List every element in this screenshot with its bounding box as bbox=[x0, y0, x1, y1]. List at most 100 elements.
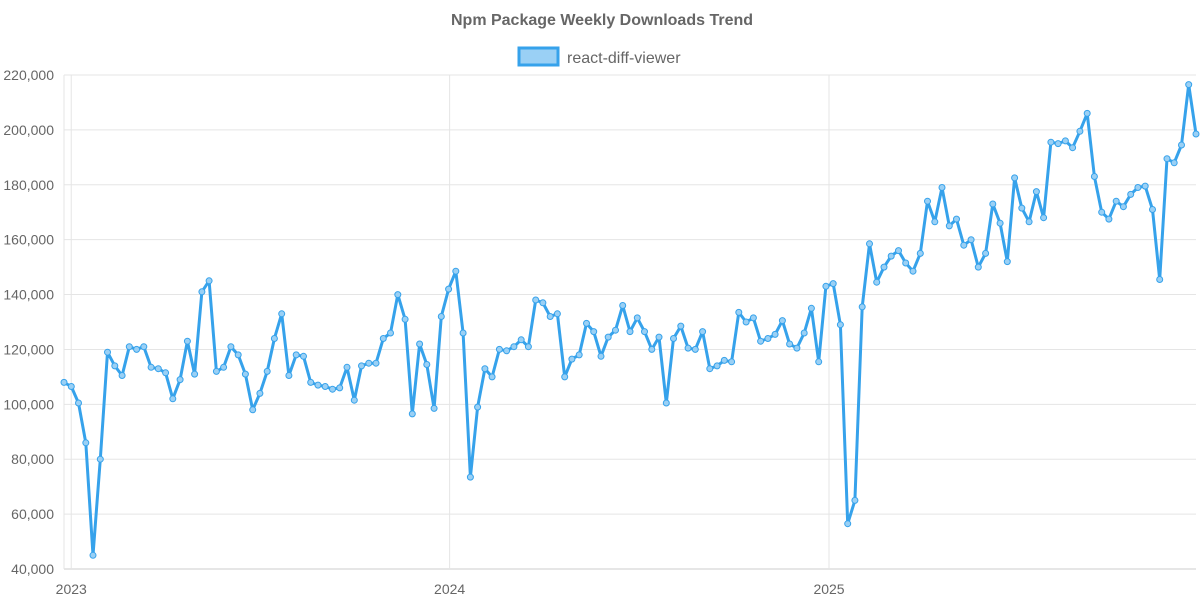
data-point[interactable] bbox=[532, 296, 540, 304]
data-point[interactable] bbox=[626, 328, 634, 336]
data-point[interactable] bbox=[481, 365, 489, 373]
data-point[interactable] bbox=[488, 373, 496, 381]
data-point[interactable] bbox=[778, 317, 786, 325]
data-point[interactable] bbox=[445, 285, 453, 293]
data-point[interactable] bbox=[539, 299, 547, 307]
data-point[interactable] bbox=[154, 365, 162, 373]
data-point[interactable] bbox=[880, 263, 888, 271]
data-point[interactable] bbox=[474, 403, 482, 411]
data-point[interactable] bbox=[104, 348, 111, 356]
data-point[interactable] bbox=[677, 322, 685, 330]
data-point[interactable] bbox=[118, 372, 126, 379]
data-point[interactable] bbox=[1149, 206, 1156, 213]
data-point[interactable] bbox=[662, 399, 670, 407]
data-point[interactable] bbox=[82, 439, 90, 447]
data-point[interactable] bbox=[75, 399, 82, 407]
data-point[interactable] bbox=[648, 345, 656, 353]
data-point[interactable] bbox=[169, 395, 177, 403]
data-point[interactable] bbox=[1112, 197, 1120, 205]
data-point[interactable] bbox=[909, 267, 917, 275]
data-point[interactable] bbox=[575, 351, 583, 359]
data-point[interactable] bbox=[292, 351, 300, 359]
data-point[interactable] bbox=[749, 314, 757, 322]
data-point[interactable] bbox=[713, 362, 721, 370]
data-point[interactable] bbox=[1040, 214, 1048, 222]
data-point[interactable] bbox=[270, 335, 278, 342]
data-point[interactable] bbox=[249, 406, 257, 414]
data-point[interactable] bbox=[728, 358, 736, 366]
data-point[interactable] bbox=[764, 335, 772, 342]
data-point[interactable] bbox=[1054, 140, 1062, 148]
data-point[interactable] bbox=[67, 383, 75, 390]
data-point[interactable] bbox=[1185, 81, 1193, 89]
data-point[interactable] bbox=[597, 352, 605, 360]
legend-swatch[interactable] bbox=[517, 46, 560, 67]
data-point[interactable] bbox=[1025, 218, 1033, 226]
data-point[interactable] bbox=[387, 329, 394, 337]
data-point[interactable] bbox=[321, 383, 329, 390]
data-point[interactable] bbox=[938, 184, 946, 191]
data-point[interactable] bbox=[430, 404, 438, 412]
data-point[interactable] bbox=[459, 329, 467, 337]
data-point[interactable] bbox=[1047, 138, 1055, 146]
data-point[interactable] bbox=[524, 343, 532, 351]
data-point[interactable] bbox=[1141, 182, 1149, 190]
data-point[interactable] bbox=[437, 313, 445, 320]
data-point[interactable] bbox=[517, 336, 525, 344]
data-point[interactable] bbox=[365, 359, 373, 367]
data-point[interactable] bbox=[989, 200, 997, 208]
data-point[interactable] bbox=[583, 319, 590, 327]
legend-label[interactable]: react-diff-viewer bbox=[567, 50, 681, 67]
data-point[interactable] bbox=[1178, 141, 1185, 149]
data-point[interactable] bbox=[706, 365, 714, 373]
data-point[interactable] bbox=[205, 277, 213, 285]
legend[interactable]: react-diff-viewer bbox=[517, 46, 681, 67]
data-point[interactable] bbox=[742, 318, 750, 326]
data-point[interactable] bbox=[967, 236, 975, 244]
data-point[interactable] bbox=[60, 378, 68, 386]
data-point[interactable] bbox=[699, 328, 707, 336]
data-point[interactable] bbox=[670, 335, 677, 342]
data-point[interactable] bbox=[1170, 159, 1178, 167]
data-point[interactable] bbox=[1011, 174, 1019, 182]
data-point[interactable] bbox=[1090, 173, 1098, 180]
data-point[interactable] bbox=[553, 310, 561, 318]
data-point[interactable] bbox=[125, 343, 133, 351]
data-point[interactable] bbox=[1163, 155, 1171, 163]
data-point[interactable] bbox=[241, 370, 249, 378]
data-point[interactable] bbox=[604, 333, 612, 341]
data-point[interactable] bbox=[133, 345, 141, 353]
data-point[interactable] bbox=[851, 496, 859, 504]
data-point[interactable] bbox=[1156, 276, 1164, 283]
data-point[interactable] bbox=[720, 356, 728, 364]
data-point[interactable] bbox=[1105, 215, 1113, 223]
data-point[interactable] bbox=[111, 362, 119, 370]
data-point[interactable] bbox=[902, 259, 910, 267]
data-point[interactable] bbox=[866, 240, 873, 248]
data-point[interactable] bbox=[815, 358, 823, 366]
data-point[interactable] bbox=[191, 370, 199, 378]
data-point[interactable] bbox=[503, 347, 511, 355]
data-point[interactable] bbox=[495, 345, 503, 353]
data-point[interactable] bbox=[423, 361, 431, 368]
data-point[interactable] bbox=[343, 363, 351, 371]
data-point[interactable] bbox=[945, 222, 953, 230]
data-point[interactable] bbox=[234, 351, 242, 359]
data-point[interactable] bbox=[1076, 127, 1084, 135]
data-point[interactable] bbox=[278, 310, 286, 318]
data-point[interactable] bbox=[924, 197, 931, 205]
data-point[interactable] bbox=[829, 280, 837, 288]
data-point[interactable] bbox=[176, 376, 184, 384]
data-point[interactable] bbox=[452, 267, 460, 275]
data-point[interactable] bbox=[960, 241, 968, 249]
data-point[interactable] bbox=[263, 367, 271, 375]
data-point[interactable] bbox=[887, 252, 895, 260]
data-point[interactable] bbox=[974, 263, 982, 271]
data-point[interactable] bbox=[1032, 188, 1040, 196]
data-point[interactable] bbox=[285, 372, 293, 379]
data-point[interactable] bbox=[307, 378, 315, 386]
data-point[interactable] bbox=[1192, 130, 1200, 138]
data-point[interactable] bbox=[96, 455, 104, 463]
data-point[interactable] bbox=[982, 249, 990, 257]
data-point[interactable] bbox=[401, 315, 409, 323]
